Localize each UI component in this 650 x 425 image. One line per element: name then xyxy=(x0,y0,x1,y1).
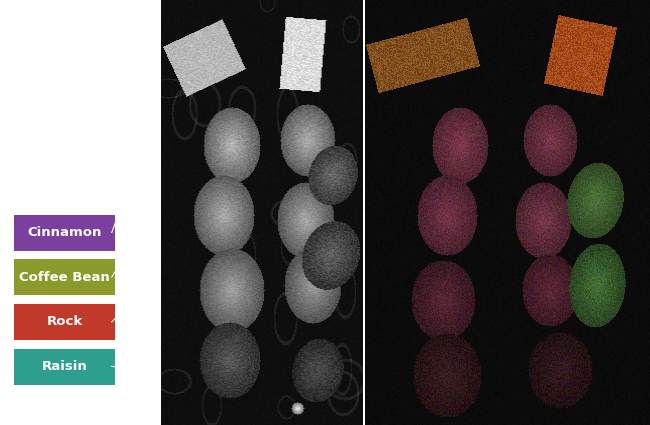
FancyBboxPatch shape xyxy=(14,304,115,340)
Text: Rock: Rock xyxy=(47,315,83,329)
Text: Cinnamon: Cinnamon xyxy=(27,226,102,239)
FancyBboxPatch shape xyxy=(14,259,115,295)
FancyBboxPatch shape xyxy=(14,215,115,251)
Text: Coffee Bean: Coffee Bean xyxy=(20,271,110,284)
FancyBboxPatch shape xyxy=(14,348,115,385)
Text: Raisin: Raisin xyxy=(42,360,88,373)
